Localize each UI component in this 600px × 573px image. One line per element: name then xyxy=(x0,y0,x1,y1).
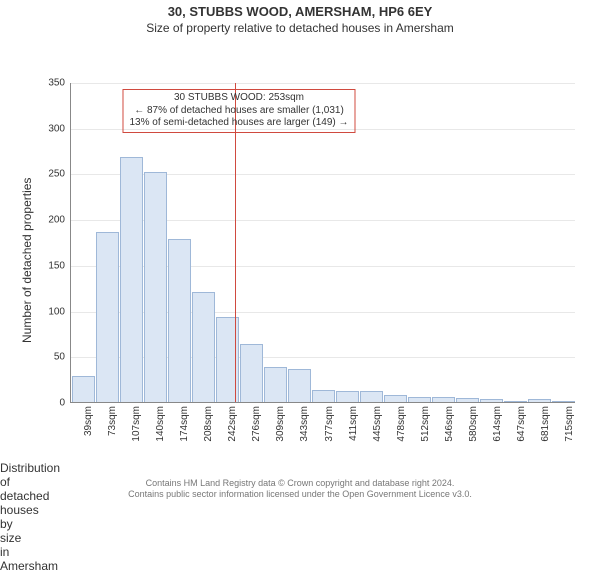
footer-line-2: Contains public sector information licen… xyxy=(0,489,600,500)
page-subtitle: Size of property relative to detached ho… xyxy=(0,21,600,35)
annotation-line-1: 30 STUBBS WOOD: 253sqm xyxy=(129,92,348,105)
page-title: 30, STUBBS WOOD, AMERSHAM, HP6 6EY xyxy=(0,4,600,19)
histogram-bar xyxy=(528,399,551,402)
x-tick: 39sqm xyxy=(83,402,94,436)
histogram-bar xyxy=(504,401,527,402)
y-tick: 200 xyxy=(48,215,71,226)
histogram-bar xyxy=(552,401,575,402)
x-tick: 580sqm xyxy=(468,402,479,442)
histogram-bar xyxy=(240,344,263,403)
histogram-bar xyxy=(432,397,455,402)
x-tick: 73sqm xyxy=(107,402,118,436)
x-tick: 242sqm xyxy=(227,402,238,442)
y-tick: 0 xyxy=(59,398,71,409)
histogram-bar xyxy=(96,232,119,402)
footer: Contains HM Land Registry data © Crown c… xyxy=(0,478,600,501)
plot-area: 30 STUBBS WOOD: 253sqm ← 87% of detached… xyxy=(70,83,575,403)
histogram-bar xyxy=(120,157,143,402)
x-tick: 614sqm xyxy=(492,402,503,442)
footer-line-1: Contains HM Land Registry data © Crown c… xyxy=(0,478,600,489)
x-tick: 411sqm xyxy=(348,402,359,441)
histogram-bar xyxy=(480,399,503,402)
histogram-bar xyxy=(384,395,407,402)
y-tick: 300 xyxy=(48,123,71,134)
histogram-bar xyxy=(336,391,359,402)
histogram-bar xyxy=(168,239,191,402)
x-tick: 208sqm xyxy=(203,402,214,442)
histogram-bar xyxy=(264,367,287,402)
x-tick: 478sqm xyxy=(396,402,407,442)
x-tick: 715sqm xyxy=(564,402,575,442)
histogram-bar xyxy=(360,391,383,402)
annotation-box: 30 STUBBS WOOD: 253sqm ← 87% of detached… xyxy=(122,89,355,133)
y-tick: 250 xyxy=(48,169,71,180)
y-tick: 150 xyxy=(48,260,71,271)
x-tick: 445sqm xyxy=(372,402,383,442)
y-tick: 350 xyxy=(48,78,71,89)
histogram-bar xyxy=(144,172,167,402)
histogram-bar xyxy=(288,369,311,402)
x-tick: 343sqm xyxy=(299,402,310,442)
x-tick: 512sqm xyxy=(420,402,431,442)
histogram-bar xyxy=(408,397,431,402)
gridline xyxy=(71,83,575,84)
y-tick: 100 xyxy=(48,306,71,317)
histogram-bar xyxy=(456,398,479,402)
x-tick: 107sqm xyxy=(131,402,142,442)
histogram-bar xyxy=(72,376,95,403)
y-axis-label: Number of detached properties xyxy=(20,178,34,343)
annotation-line-3: 13% of semi-detached houses are larger (… xyxy=(129,117,348,130)
x-tick: 309sqm xyxy=(275,402,286,442)
y-tick: 50 xyxy=(54,352,71,363)
x-tick: 546sqm xyxy=(444,402,455,442)
annotation-line-2: ← 87% of detached houses are smaller (1,… xyxy=(129,105,348,118)
x-tick: 276sqm xyxy=(251,402,262,442)
x-tick: 174sqm xyxy=(179,402,190,442)
x-tick: 681sqm xyxy=(540,402,551,442)
x-tick: 140sqm xyxy=(155,402,166,442)
histogram-bar xyxy=(312,390,335,402)
histogram-bar xyxy=(192,292,215,402)
x-tick: 377sqm xyxy=(324,402,335,442)
x-tick: 647sqm xyxy=(516,402,527,442)
